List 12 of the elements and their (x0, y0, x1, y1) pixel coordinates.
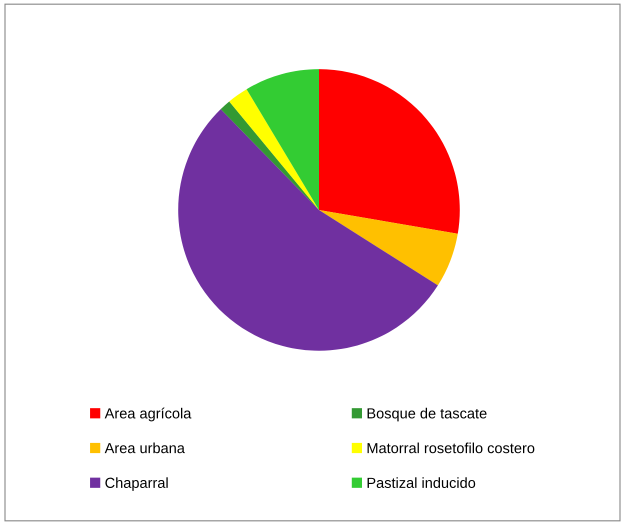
pie-slice (319, 210, 458, 286)
legend-label: Chaparral (105, 477, 168, 491)
legend-label: Area urbana (104, 442, 185, 454)
legend-label: Bosque de tascate (368, 408, 487, 422)
pie-slice (319, 69, 460, 234)
pie-slice (246, 69, 319, 210)
legend-label: Matorral rosetofilo costero (368, 442, 534, 454)
pie-slice (220, 101, 319, 210)
legend-label: Pastizal inducido (368, 477, 476, 488)
pie-slice (178, 109, 438, 351)
legend-label: Area agrícola (104, 408, 192, 422)
pie-slice (229, 89, 319, 210)
